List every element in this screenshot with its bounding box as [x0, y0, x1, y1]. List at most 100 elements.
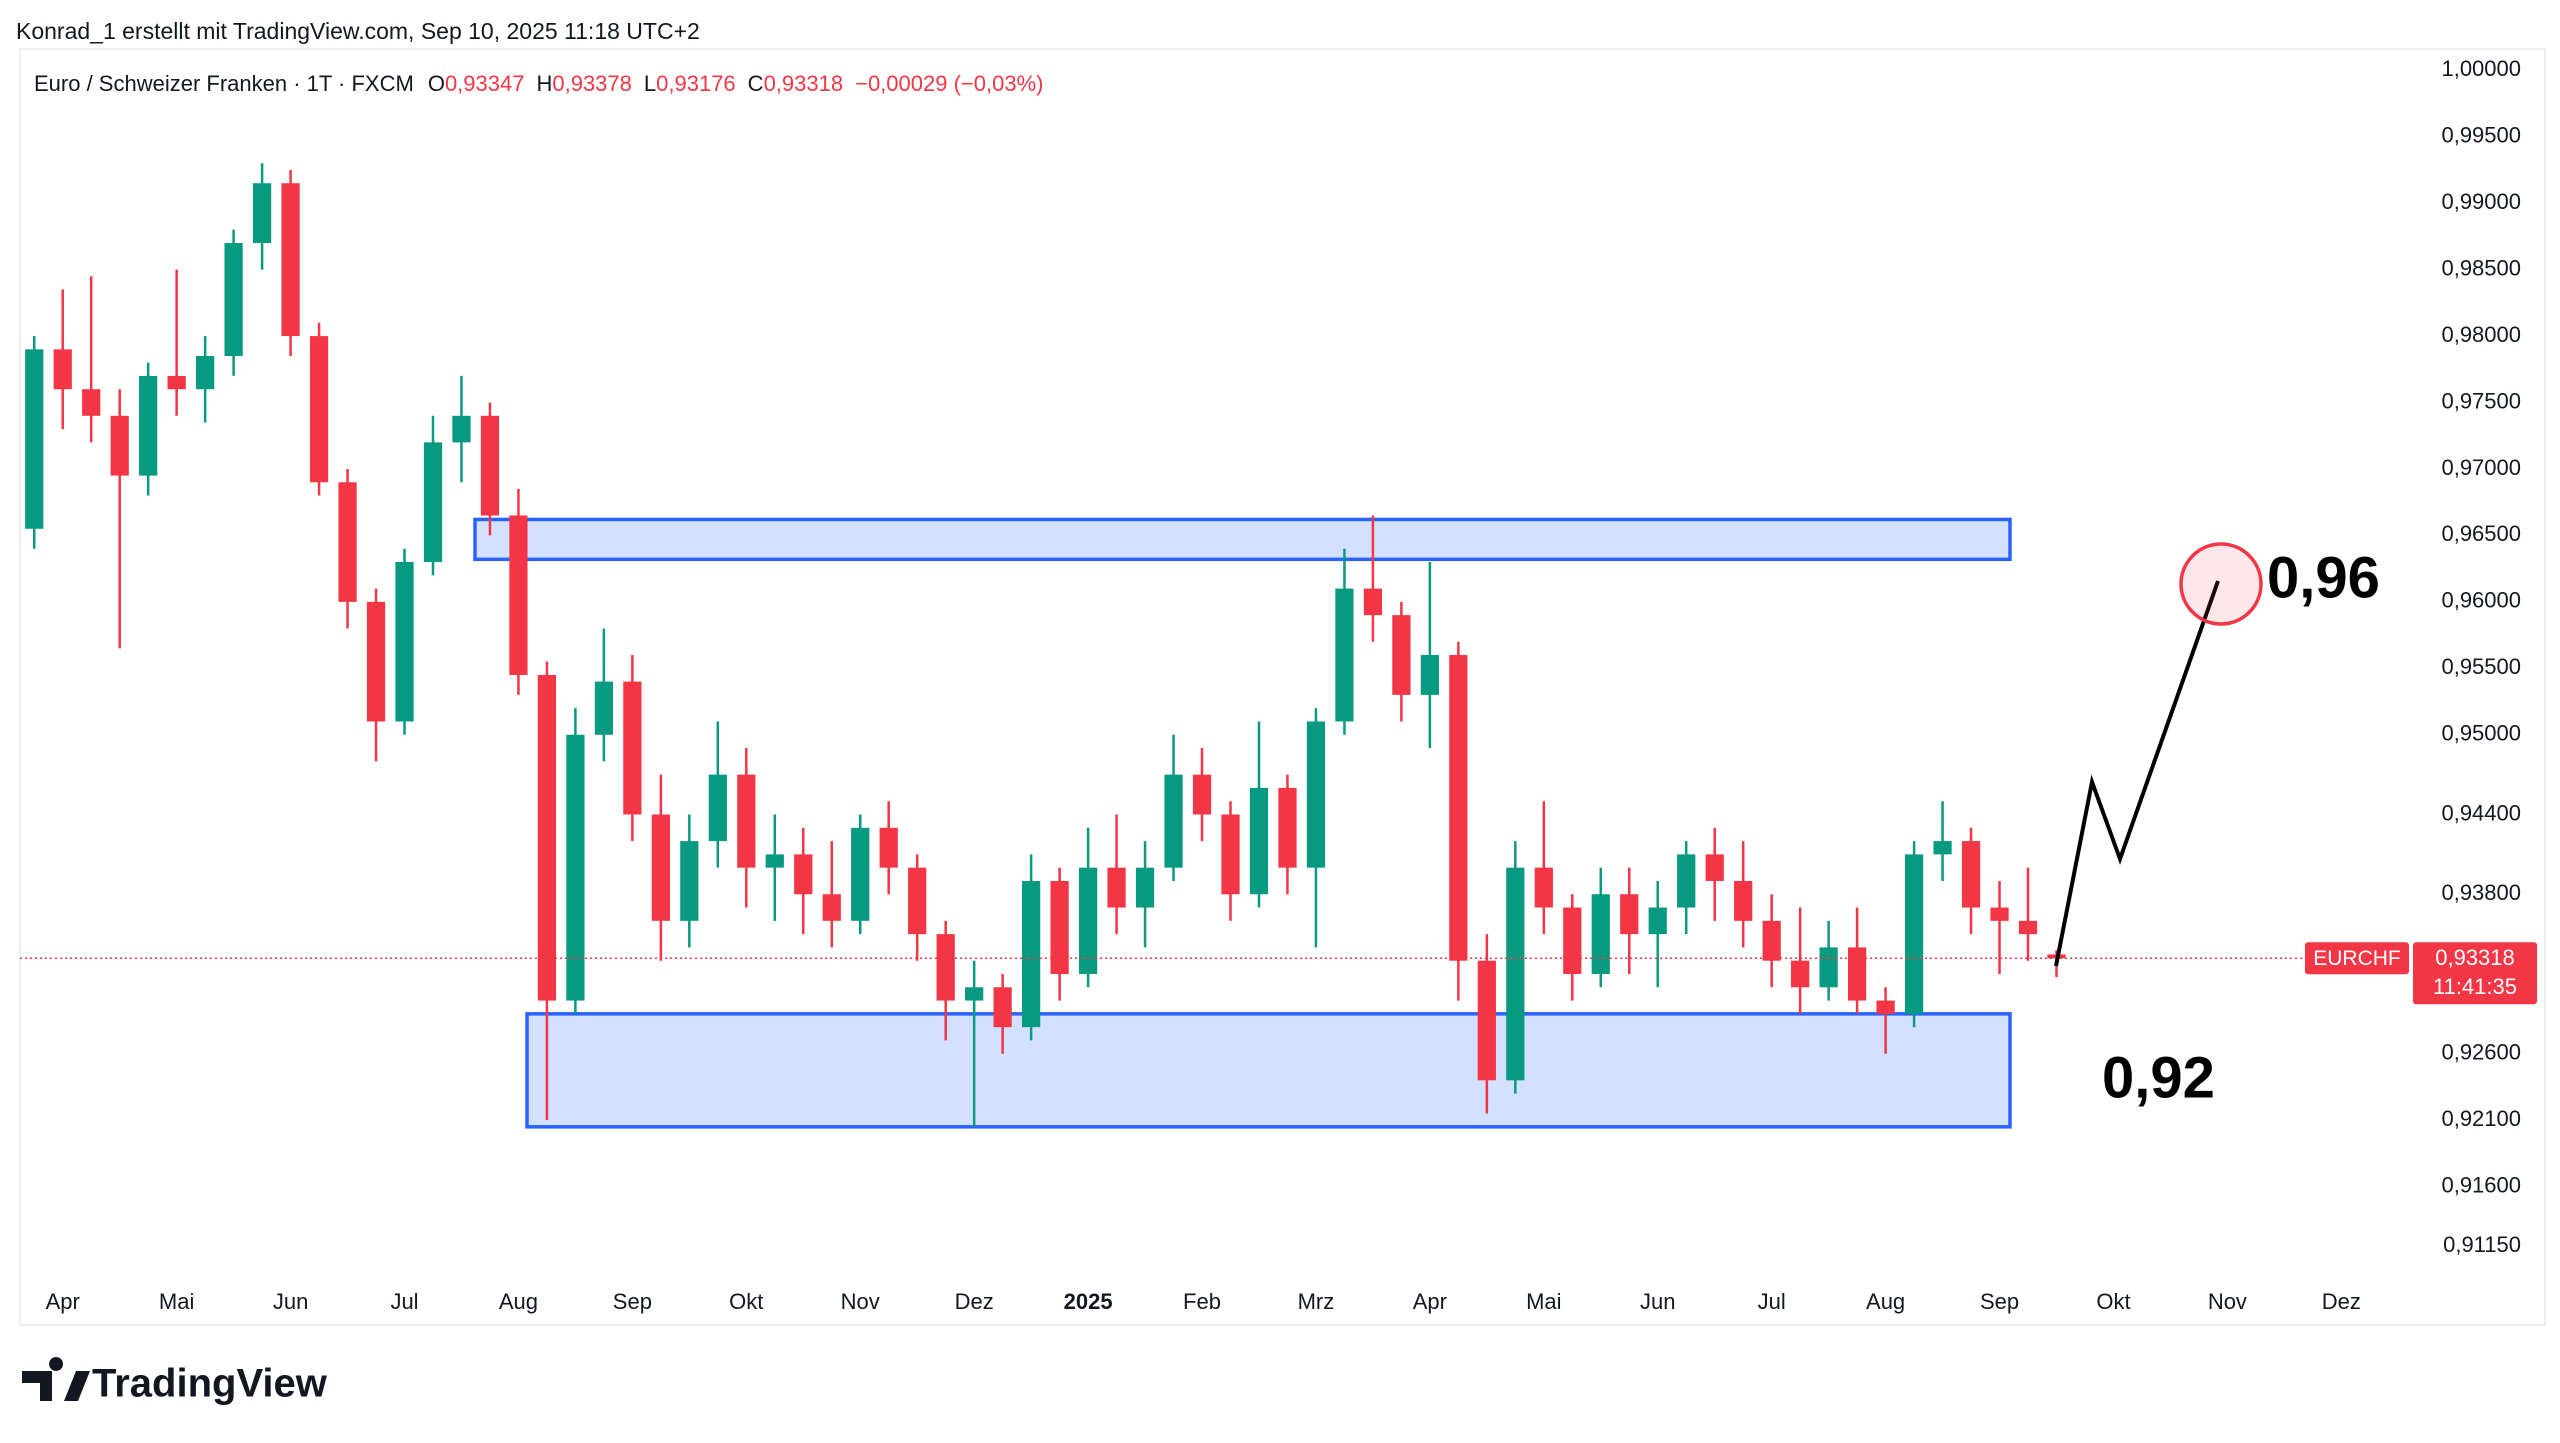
- x-tick-label: Jun: [273, 1289, 308, 1314]
- y-tick-label: 0,98000: [2441, 322, 2521, 347]
- candle: [196, 336, 215, 423]
- candle-body: [765, 854, 784, 868]
- candle: [25, 336, 44, 549]
- x-tick-label: Jul: [390, 1289, 418, 1314]
- candle: [1591, 867, 1610, 988]
- candle: [879, 801, 898, 895]
- candle-body: [480, 415, 500, 516]
- candle-body: [651, 814, 670, 921]
- y-tick-label: 0,95000: [2441, 721, 2521, 746]
- candle-body: [1961, 841, 1981, 908]
- candle: [281, 169, 300, 356]
- logo: TradingView: [22, 1357, 328, 1406]
- candle: [53, 289, 72, 430]
- candle-body: [1420, 655, 1439, 695]
- candle-body: [423, 442, 443, 562]
- candle-body: [1477, 960, 1496, 1081]
- x-tick-label: Nov: [841, 1289, 880, 1314]
- x-tick-label: Jul: [1758, 1289, 1786, 1314]
- candle: [794, 827, 813, 935]
- candle-body: [82, 389, 101, 416]
- candle-body: [1164, 774, 1183, 868]
- x-tick-label: Mai: [159, 1289, 194, 1314]
- ohlc-key: L: [644, 71, 656, 96]
- y-tick-label: 1,00000: [2441, 56, 2521, 81]
- candle-body: [1363, 588, 1383, 616]
- candle-body: [1620, 894, 1639, 935]
- countdown-text: 11:41:35: [2433, 974, 2517, 999]
- ohlc-value: 0,93176: [656, 71, 736, 96]
- x-tick-label: Sep: [1980, 1289, 2019, 1314]
- x-tick-label: Dez: [2322, 1289, 2361, 1314]
- candle-body: [1050, 880, 1069, 974]
- candle-body: [965, 987, 984, 1001]
- candle: [1107, 814, 1126, 935]
- plot-area: 1,00000 0,99500 0,99000 0,98500 0,98000 0,975…: [20, 56, 2537, 1314]
- candle: [708, 721, 727, 868]
- candle-body: [851, 827, 870, 921]
- ohlc-key: C: [748, 71, 764, 96]
- candle-body: [1306, 721, 1326, 868]
- y-tick-label: 0,95500: [2441, 654, 2521, 679]
- candle-body: [1876, 1000, 1895, 1014]
- candle-body: [908, 867, 927, 935]
- candle: [1449, 641, 1468, 1001]
- candle: [1705, 827, 1724, 921]
- candle: [566, 708, 585, 1014]
- y-tick-label: 0,99500: [2441, 123, 2521, 148]
- candle: [452, 375, 471, 483]
- candle: [338, 468, 357, 629]
- x-tick-label: Mrz: [1298, 1289, 1335, 1314]
- candle-body: [53, 349, 72, 390]
- candle: [1164, 734, 1183, 881]
- candle: [993, 973, 1012, 1054]
- candle-body: [196, 356, 215, 390]
- candle-body: [309, 336, 329, 483]
- y-tick-label: 0,94400: [2441, 800, 2521, 825]
- candle: [82, 276, 101, 443]
- ohlc-value: 0,93318: [764, 71, 844, 96]
- x-tick-label: Sep: [613, 1289, 652, 1314]
- x-tick-label: Nov: [2208, 1289, 2247, 1314]
- candle-body: [1392, 615, 1411, 695]
- candle-body: [167, 375, 186, 390]
- candle: [1192, 748, 1212, 842]
- candle-body: [879, 827, 898, 868]
- logo-text: TradingView: [92, 1362, 328, 1406]
- candle-body: [794, 854, 813, 895]
- candle-body: [680, 841, 699, 921]
- price-zone: [473, 517, 2012, 562]
- candle-body: [1847, 947, 1867, 1001]
- y-tick-label: 0,99000: [2441, 189, 2521, 214]
- candle: [480, 402, 500, 536]
- x-tick-label: Apr: [46, 1289, 80, 1314]
- candle: [423, 415, 443, 576]
- target-circle: [2179, 542, 2263, 626]
- y-tick-label: 0,92600: [2441, 1040, 2521, 1065]
- candle-body: [1648, 907, 1667, 935]
- y-tick-label: 0,97500: [2441, 388, 2521, 413]
- candle: [2018, 867, 2038, 961]
- candle-body: [1022, 880, 1041, 1028]
- ohlc-key: O: [428, 71, 445, 96]
- price-tag-text: 0,93318: [2435, 945, 2515, 970]
- x-tick-label: 2025: [1064, 1289, 1113, 1314]
- candle: [252, 163, 272, 270]
- x-tick-label: Okt: [729, 1289, 763, 1314]
- candle-body: [139, 375, 158, 476]
- candle: [1335, 548, 1354, 735]
- x-tick-label: Dez: [955, 1289, 994, 1314]
- annotation: 0,92: [2102, 1045, 2215, 1110]
- candle: [1392, 601, 1411, 722]
- candle-body: [452, 415, 471, 443]
- x-tick-label: Aug: [1866, 1289, 1905, 1314]
- candle: [851, 814, 870, 935]
- candle: [309, 322, 329, 496]
- candle-body: [623, 681, 642, 815]
- candle-body: [1990, 907, 2009, 921]
- candle: [139, 362, 158, 496]
- candle-body: [366, 601, 386, 722]
- candle-body: [1506, 867, 1525, 1081]
- candle-body: [281, 183, 300, 337]
